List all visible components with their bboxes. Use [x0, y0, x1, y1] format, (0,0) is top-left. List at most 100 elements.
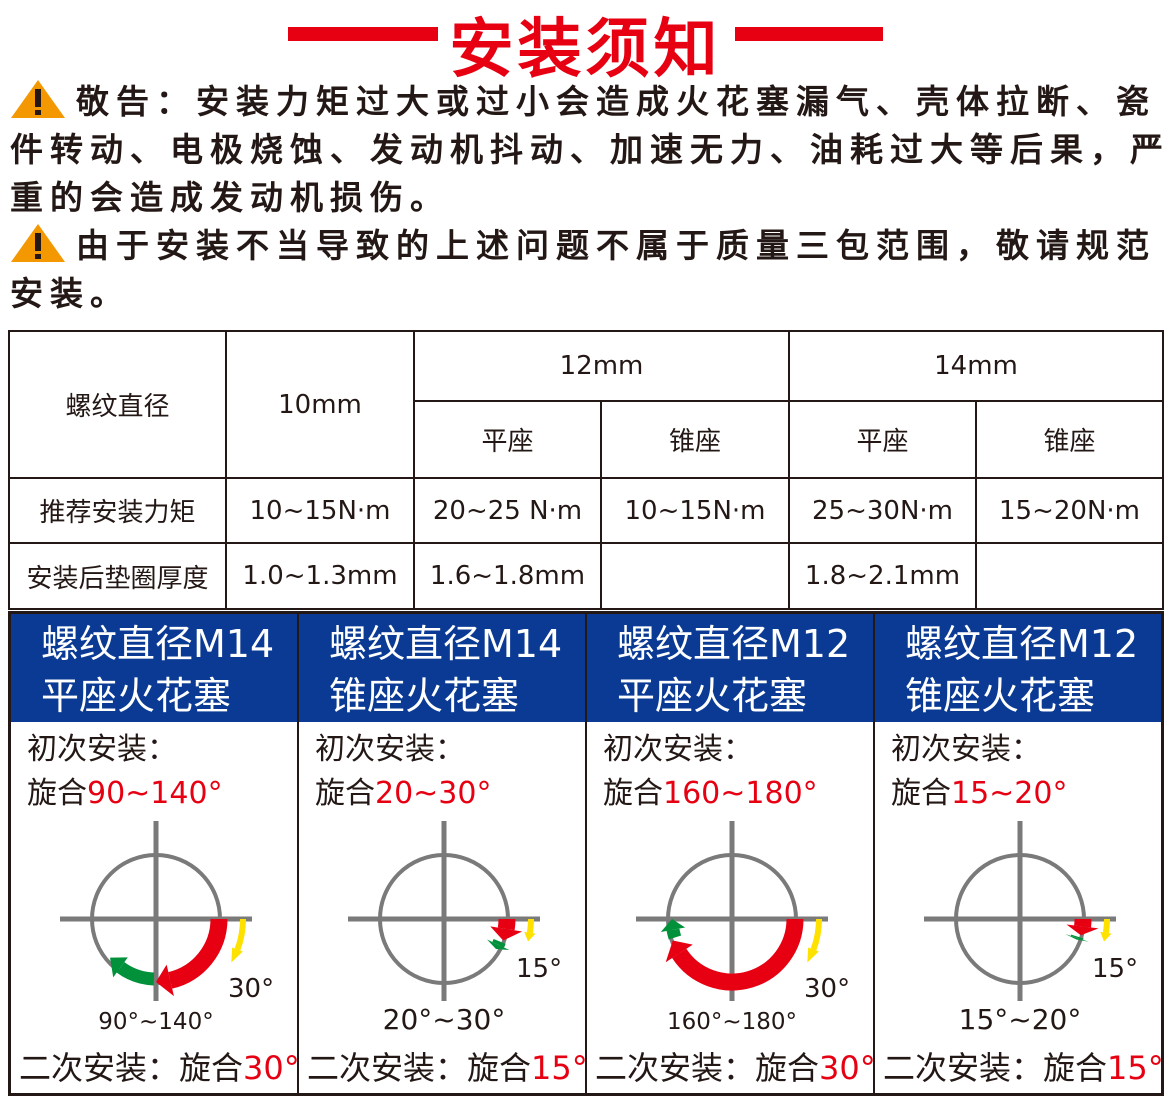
first-install-label: 初次安装： — [315, 732, 465, 767]
first-install-value: 20~30° — [375, 776, 492, 811]
range-angle-label: 160°~180° — [667, 1009, 797, 1035]
panel-title-line1: 螺纹直径M12 — [905, 622, 1139, 666]
first-install-value: 15~20° — [951, 776, 1068, 811]
panel-title-line1: 螺纹直径M14 — [41, 622, 275, 666]
initial-rotation-arrow-head — [665, 940, 693, 963]
second-rotation-arrow — [526, 918, 534, 934]
initial-rotation-arrow-head — [490, 926, 523, 941]
rotation-diagram: 30° 90°~140° — [60, 821, 274, 1035]
turn-label: 旋合 — [315, 776, 375, 811]
panel-2: 螺纹直径M14 锥座火花塞 初次安装： 旋合20~30° 15° 20°~30° 二次… — [299, 614, 588, 1093]
second-angle-label: 15° — [1092, 954, 1138, 984]
panel-title-line1: 螺纹直径M14 — [329, 622, 563, 666]
second-angle-label: 30° — [228, 974, 274, 1004]
extra-rotation-arrow — [492, 939, 506, 948]
extra-rotation-arrow-head — [1065, 933, 1089, 942]
header-12-flat: 平座 — [413, 400, 602, 479]
second-rotation-arrow-head — [231, 947, 243, 963]
warning-triangle-icon — [11, 80, 65, 118]
second-install: 二次安装：旋合15° — [883, 1043, 1164, 1089]
first-install-label: 初次安装： — [891, 732, 1041, 767]
first-install-label: 初次安装： — [603, 732, 753, 767]
panel-title-line2: 锥座火花塞 — [905, 674, 1096, 718]
turn-label: 旋合 — [603, 776, 663, 811]
warning-text-2: 由于安装不当导致的上述问题不属于质量三包范围，敬请规范安装。 — [10, 226, 1156, 313]
range-angle-label: 15°~20° — [959, 1003, 1082, 1036]
second-rotation-arrow-head — [524, 931, 536, 942]
initial-rotation-arrow-head — [1066, 924, 1099, 936]
header-14-flat: 平座 — [788, 400, 977, 479]
panel-header: 螺纹直径M12 锥座火花塞 — [875, 614, 1161, 722]
range-angle-label: 90°~140° — [98, 1009, 213, 1035]
second-install-label: 二次安装：旋合 — [595, 1049, 820, 1087]
initial-rotation-arrow — [168, 918, 228, 989]
second-rotation-arrow — [234, 918, 246, 951]
second-install-value: 15° — [531, 1049, 588, 1087]
warning-triangle-icon — [11, 224, 65, 262]
rotation-diagram: 15° 20°~30° — [348, 821, 562, 1036]
second-rotation-arrow — [1102, 918, 1110, 934]
header-14mm: 14mm — [788, 330, 1164, 402]
second-angle-label: 30° — [804, 974, 850, 1004]
title-bar-left — [288, 27, 438, 41]
row-label-torque: 推荐安装力矩 — [8, 477, 227, 544]
initial-rotation-arrow-head — [156, 964, 174, 997]
cell: 10~15N·m — [600, 477, 790, 544]
panel-first-install: 初次安装： 旋合20~30° — [299, 722, 585, 816]
panel-title-line1: 螺纹直径M12 — [617, 622, 851, 666]
header-diameter: 螺纹直径 — [8, 330, 227, 479]
cell: 1.8~2.1mm — [788, 542, 977, 610]
torque-table: 螺纹直径 10mm 12mm 14mm 平座 锥座 平座 锥座 推荐安装力矩 1… — [8, 330, 1164, 610]
second-install-value: 15° — [1107, 1049, 1164, 1087]
panel-first-install: 初次安装： 旋合160~180° — [587, 722, 873, 816]
extra-rotation-arrow-head — [660, 919, 686, 932]
second-angle-label: 15° — [516, 954, 562, 984]
panel-title-line2: 锥座火花塞 — [329, 674, 520, 718]
panel-title-line2: 平座火花塞 — [617, 674, 808, 718]
first-install-label: 初次安装： — [27, 732, 177, 767]
cell: 1.6~1.8mm — [413, 542, 602, 610]
cell: 25~30N·m — [788, 477, 977, 544]
warnings: 敬告：安装力矩过大或过小会造成火花塞漏气、壳体拉断、瓷件转动、电极烧蚀、发动机抖… — [10, 78, 1170, 318]
warning-text-1: 敬告：安装力矩过大或过小会造成火花塞漏气、壳体拉断、瓷件转动、电极烧蚀、发动机抖… — [10, 82, 1170, 217]
second-install: 二次安装：旋合15° — [307, 1043, 588, 1089]
second-install-label: 二次安装：旋合 — [883, 1049, 1108, 1087]
second-rotation-arrow-head — [807, 947, 819, 963]
initial-rotation-arrow — [672, 918, 804, 991]
panel-title-line2: 平座火花塞 — [41, 674, 232, 718]
range-angle-label: 20°~30° — [383, 1003, 506, 1036]
panel-header: 螺纹直径M14 平座火花塞 — [11, 614, 297, 722]
cell — [975, 542, 1164, 610]
second-install-value: 30° — [243, 1049, 300, 1087]
extra-rotation-arrow — [666, 928, 682, 940]
second-install-label: 二次安装：旋合 — [19, 1049, 244, 1087]
second-install-value: 30° — [819, 1049, 876, 1087]
install-panels: 螺纹直径M14 平座火花塞 初次安装： 旋合90~140° 30° 90°~140° … — [8, 611, 1164, 1096]
extra-rotation-arrow-head — [487, 939, 510, 951]
cell: 1.0~1.3mm — [225, 542, 415, 610]
header-12mm: 12mm — [413, 330, 790, 402]
header-14-cone: 锥座 — [975, 400, 1164, 479]
cell — [600, 542, 790, 610]
rotation-diagram: 30° 160°~180° — [636, 821, 850, 1035]
table-row: 推荐安装力矩 10~15N·m 20~25 N·m 10~15N·m 25~30… — [8, 477, 1164, 544]
extra-rotation-arrow — [116, 961, 155, 986]
cell: 20~25 N·m — [413, 477, 602, 544]
header-12-cone: 锥座 — [600, 400, 790, 479]
first-install-value: 90~140° — [87, 776, 223, 811]
turn-label: 旋合 — [27, 776, 87, 811]
cell: 15~20N·m — [975, 477, 1164, 544]
second-rotation-arrow-head — [1100, 931, 1112, 942]
panel-header: 螺纹直径M14 锥座火花塞 — [299, 614, 585, 722]
second-install: 二次安装：旋合30° — [19, 1043, 300, 1089]
panel-first-install: 初次安装： 旋合15~20° — [875, 722, 1161, 816]
page-title: 安装须知 — [449, 13, 722, 87]
panel-first-install: 初次安装： 旋合90~140° — [11, 722, 297, 816]
panel-header: 螺纹直径M12 平座火花塞 — [587, 614, 873, 722]
turn-label: 旋合 — [891, 776, 951, 811]
panel-4: 螺纹直径M12 锥座火花塞 初次安装： 旋合15~20° 15° 15°~20° 二次… — [875, 614, 1164, 1093]
initial-rotation-arrow — [497, 918, 516, 931]
title-bar-right — [735, 27, 883, 41]
panel-3: 螺纹直径M12 平座火花塞 初次安装： 旋合160~180° 30° 160°~180… — [587, 614, 876, 1093]
second-rotation-arrow — [810, 918, 822, 951]
